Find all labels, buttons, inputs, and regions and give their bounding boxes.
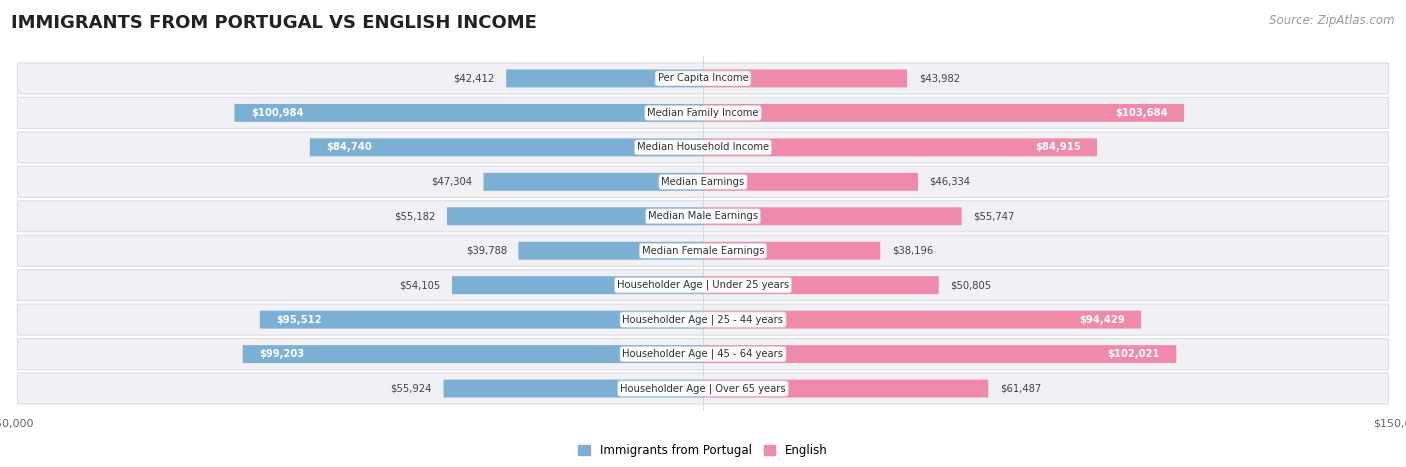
Text: Householder Age | Under 25 years: Householder Age | Under 25 years (617, 280, 789, 290)
FancyBboxPatch shape (17, 201, 1389, 232)
Text: $84,915: $84,915 (1035, 142, 1081, 152)
FancyBboxPatch shape (17, 235, 1389, 266)
Text: $47,304: $47,304 (430, 177, 472, 187)
FancyBboxPatch shape (443, 380, 703, 397)
FancyBboxPatch shape (235, 104, 703, 122)
Text: $55,747: $55,747 (973, 211, 1015, 221)
Text: Per Capita Income: Per Capita Income (658, 73, 748, 84)
Text: Householder Age | 25 - 44 years: Householder Age | 25 - 44 years (623, 314, 783, 325)
FancyBboxPatch shape (447, 207, 703, 225)
Text: Householder Age | Over 65 years: Householder Age | Over 65 years (620, 383, 786, 394)
Text: $54,105: $54,105 (399, 280, 440, 290)
FancyBboxPatch shape (309, 138, 703, 156)
FancyBboxPatch shape (17, 304, 1389, 335)
FancyBboxPatch shape (17, 269, 1389, 301)
Text: $55,924: $55,924 (391, 383, 432, 394)
FancyBboxPatch shape (484, 173, 703, 191)
Text: $50,805: $50,805 (950, 280, 991, 290)
Text: $100,984: $100,984 (250, 108, 304, 118)
Text: $38,196: $38,196 (891, 246, 934, 256)
Text: Median Family Income: Median Family Income (647, 108, 759, 118)
FancyBboxPatch shape (703, 138, 1097, 156)
Text: $95,512: $95,512 (276, 315, 322, 325)
FancyBboxPatch shape (703, 242, 880, 260)
Text: $102,021: $102,021 (1108, 349, 1160, 359)
Text: Median Earnings: Median Earnings (661, 177, 745, 187)
FancyBboxPatch shape (17, 373, 1389, 404)
Text: $42,412: $42,412 (453, 73, 495, 84)
Text: Median Female Earnings: Median Female Earnings (641, 246, 765, 256)
Text: $39,788: $39,788 (465, 246, 506, 256)
FancyBboxPatch shape (519, 242, 703, 260)
Text: $46,334: $46,334 (929, 177, 970, 187)
FancyBboxPatch shape (17, 339, 1389, 369)
FancyBboxPatch shape (703, 380, 988, 397)
Text: $61,487: $61,487 (1000, 383, 1040, 394)
FancyBboxPatch shape (703, 311, 1142, 329)
Text: Source: ZipAtlas.com: Source: ZipAtlas.com (1270, 14, 1395, 27)
FancyBboxPatch shape (703, 70, 907, 87)
Text: IMMIGRANTS FROM PORTUGAL VS ENGLISH INCOME: IMMIGRANTS FROM PORTUGAL VS ENGLISH INCO… (11, 14, 537, 32)
FancyBboxPatch shape (451, 276, 703, 294)
Text: Median Household Income: Median Household Income (637, 142, 769, 152)
FancyBboxPatch shape (703, 173, 918, 191)
FancyBboxPatch shape (260, 311, 703, 329)
FancyBboxPatch shape (17, 63, 1389, 94)
FancyBboxPatch shape (17, 98, 1389, 128)
FancyBboxPatch shape (703, 104, 1184, 122)
Text: $103,684: $103,684 (1115, 108, 1168, 118)
Text: $43,982: $43,982 (918, 73, 960, 84)
Text: $84,740: $84,740 (326, 142, 371, 152)
Text: $99,203: $99,203 (259, 349, 304, 359)
Text: Householder Age | 45 - 64 years: Householder Age | 45 - 64 years (623, 349, 783, 359)
FancyBboxPatch shape (17, 132, 1389, 163)
FancyBboxPatch shape (506, 70, 703, 87)
FancyBboxPatch shape (17, 166, 1389, 198)
FancyBboxPatch shape (703, 276, 939, 294)
Text: Median Male Earnings: Median Male Earnings (648, 211, 758, 221)
Text: $94,429: $94,429 (1080, 315, 1125, 325)
Legend: Immigrants from Portugal, English: Immigrants from Portugal, English (574, 439, 832, 462)
FancyBboxPatch shape (243, 345, 703, 363)
FancyBboxPatch shape (703, 207, 962, 225)
Text: $55,182: $55,182 (394, 211, 436, 221)
FancyBboxPatch shape (703, 345, 1177, 363)
